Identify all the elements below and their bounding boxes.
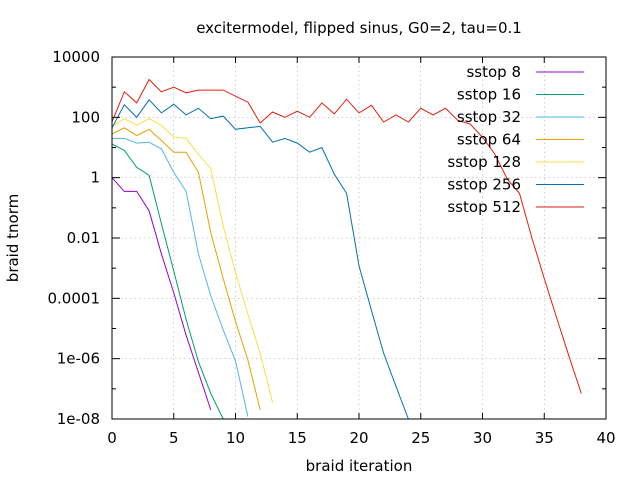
series-line-sstop-512 (111, 78, 582, 394)
x-tick-label: 10 (226, 429, 245, 447)
x-tick-label: 25 (411, 429, 430, 447)
y-tick-label: 0.0001 (48, 289, 101, 307)
series-line-sstop-8 (111, 177, 212, 411)
x-tick-label: 15 (288, 429, 307, 447)
y-tick-label: 0.01 (67, 229, 100, 247)
grid-layer (112, 57, 606, 419)
legend-label: sstop 32 (457, 108, 521, 126)
legend-label: sstop 128 (447, 153, 521, 171)
series-line-sstop-64 (111, 127, 261, 411)
series-line-sstop-128 (111, 118, 274, 403)
legend-label: sstop 8 (466, 63, 521, 81)
legend-label: sstop 256 (447, 176, 521, 194)
legend-label: sstop 16 (457, 86, 521, 104)
x-tick-label: 40 (596, 429, 615, 447)
ticks-layer: 0 5 10 15 20 25 30 35 40 1e-08 1e-06 0.0001 0.01 1 100… (48, 48, 616, 447)
y-axis-label: braid tnorm (4, 194, 22, 282)
x-axis-label: braid iteration (306, 457, 413, 475)
y-tick-label: 1e-06 (57, 350, 100, 368)
chart-title: excitermodel, flipped sinus, G0=2, tau=0… (196, 19, 522, 37)
legend-label: sstop 64 (457, 131, 521, 149)
y-tick-label: 10000 (52, 48, 100, 66)
y-tick-label: 1 (90, 169, 100, 187)
lines-layer (111, 78, 582, 420)
x-tick-label: 35 (535, 429, 554, 447)
legend: sstop 8 sstop 16 sstop 32 sstop 64 sstop 128… (447, 63, 584, 216)
x-tick-label: 5 (169, 429, 179, 447)
series-line-sstop-32 (112, 137, 249, 417)
legend-label: sstop 512 (447, 198, 521, 216)
y-tick-label: 1e-08 (57, 410, 100, 428)
series-line-sstop-16 (111, 143, 224, 420)
y-tick-label: 100 (71, 108, 100, 126)
x-tick-label: 30 (473, 429, 492, 447)
x-tick-label: 20 (349, 429, 368, 447)
series-line-sstop-256 (111, 99, 409, 420)
x-tick-label: 0 (107, 429, 117, 447)
